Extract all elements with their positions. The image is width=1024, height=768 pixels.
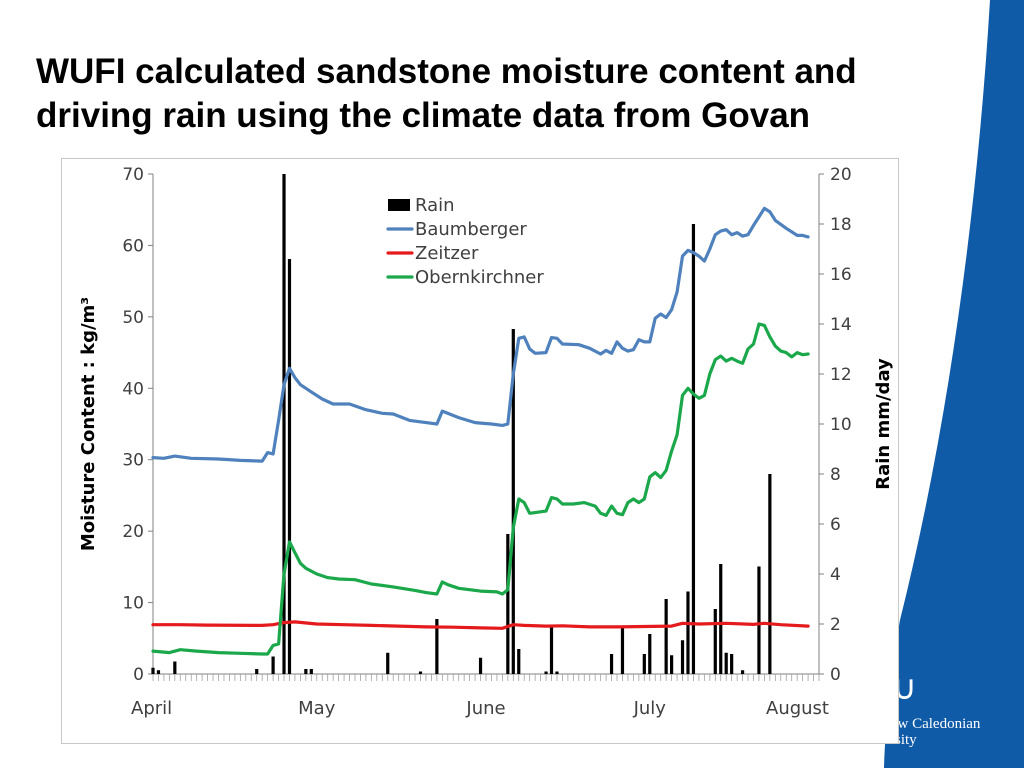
rain-bar	[609, 654, 614, 674]
y-tick-label: 50	[122, 308, 144, 328]
y-axis-title: Moisture Content : kg/m³	[78, 297, 99, 551]
rain-bar	[478, 657, 483, 674]
rain-bar	[555, 671, 559, 674]
rain-bar	[730, 654, 734, 674]
rain-bar	[713, 609, 717, 674]
y2-tick-label: 4	[830, 565, 841, 585]
slide-title-line2: driving rain using the climate data from…	[36, 96, 811, 135]
y-tick-label: 10	[122, 594, 144, 614]
y2-tick-label: 20	[830, 165, 852, 185]
rain-bar	[642, 654, 646, 674]
y-tick-label: 0	[133, 665, 144, 685]
series-line-baumberger	[151, 206, 810, 463]
rain-bar	[271, 656, 275, 674]
legend-swatch-rain	[388, 199, 410, 211]
rain-bar	[757, 566, 761, 674]
rain-bar	[511, 329, 515, 674]
rain-bar	[648, 634, 652, 674]
rain-bar	[309, 669, 313, 674]
rain-bar	[549, 626, 554, 674]
legend-label: Zeitzer	[415, 243, 479, 264]
rain-bar	[680, 640, 685, 674]
rain-bar	[686, 591, 690, 674]
rain-bar	[544, 671, 548, 674]
y-tick-label: 30	[122, 451, 144, 471]
rain-bar	[435, 619, 439, 674]
university-logo: ∪ ow Caledonian rsity	[884, 650, 1024, 750]
rain-bar	[768, 474, 772, 674]
legend-label: Rain	[415, 195, 455, 216]
rain-bar	[724, 652, 728, 674]
rain-bar	[386, 652, 390, 674]
x-month-label: August	[766, 698, 829, 719]
y2-tick-label: 8	[830, 465, 841, 485]
legend-label: Obernkirchner	[415, 267, 544, 288]
y-tick-label: 60	[122, 236, 144, 256]
moisture-rain-chart: 0 10 20 30 40 50 60 70 0 2 4 6 8 10 12 14 16 18 20 April May…	[78, 165, 894, 719]
rain-bar	[173, 661, 177, 674]
rain-bar	[620, 626, 625, 674]
y-tick-label: 20	[122, 522, 144, 542]
y2-tick-label: 6	[830, 515, 841, 535]
x-month-label: July	[633, 698, 667, 719]
x-month-label: May	[298, 698, 336, 719]
y2-tick-label: 0	[830, 665, 841, 685]
legend-label: Baumberger	[415, 219, 527, 240]
rain-bar	[287, 259, 292, 674]
series-line-obernkirchner	[151, 322, 810, 656]
rain-bar	[304, 669, 308, 674]
x-month-label: April	[131, 698, 172, 719]
rain-bar	[282, 174, 286, 674]
x-month-label: June	[465, 698, 505, 719]
y2-tick-label: 10	[830, 415, 852, 435]
rain-bar	[151, 667, 155, 674]
slide-title-line1: WUFI calculated sandstone moisture conte…	[36, 52, 857, 91]
rain-bar	[719, 564, 723, 674]
y2-tick-label: 12	[830, 365, 852, 385]
slide-title: WUFI calculated sandstone moisture conte…	[36, 50, 986, 138]
rain-bar	[691, 224, 696, 674]
y-tick-label: 70	[122, 165, 144, 185]
rain-bar	[517, 649, 521, 674]
rain-bar	[506, 534, 510, 674]
rain-bar	[670, 655, 674, 674]
y-tick-label: 40	[122, 379, 144, 399]
rain-bar	[740, 670, 745, 674]
y2-tick-label: 2	[830, 615, 841, 635]
chart-frame: 0 10 20 30 40 50 60 70 0 2 4 6 8 10 12 14 16 18 20 April May…	[61, 158, 899, 744]
rain-bar	[418, 671, 423, 674]
series-line-zeitzer	[151, 620, 810, 630]
y2-tick-label: 18	[830, 215, 852, 235]
rain-bar	[664, 599, 668, 674]
y2-axis-title: Rain mm/day	[873, 358, 894, 490]
rain-bar	[156, 670, 161, 674]
rain-bar	[255, 669, 259, 674]
y2-tick-label: 14	[830, 315, 852, 335]
y2-tick-label: 16	[830, 265, 852, 285]
logo-text-line1: ow Caledonian	[890, 716, 981, 732]
